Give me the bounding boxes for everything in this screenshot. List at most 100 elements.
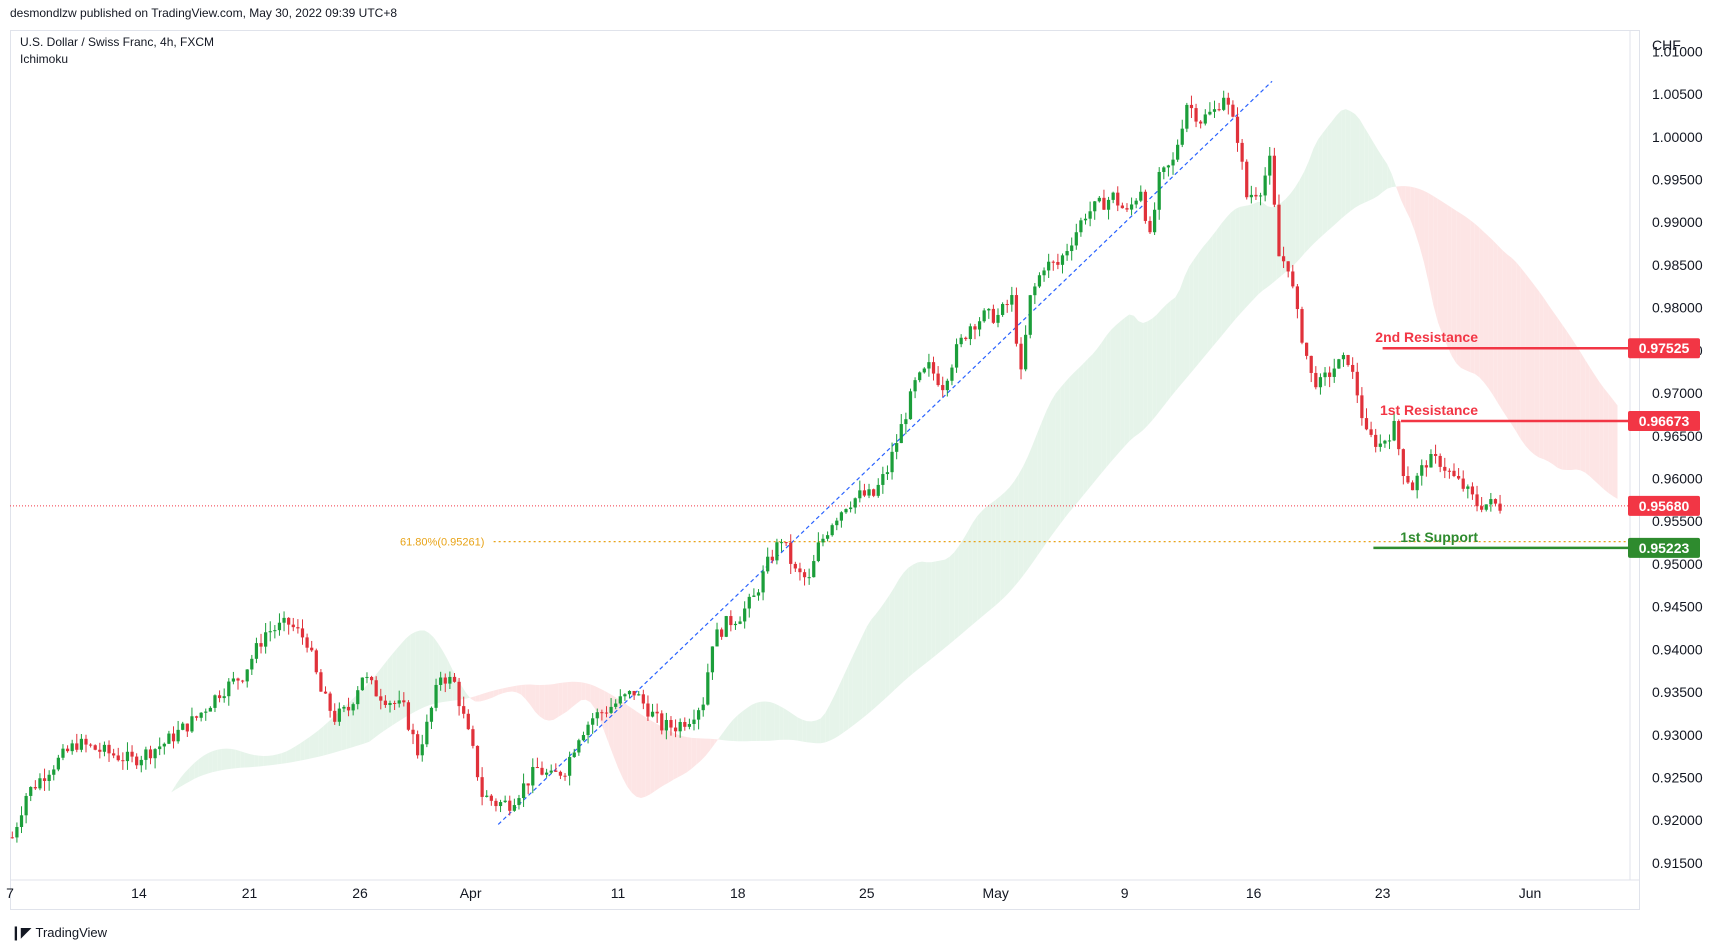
candle-body — [1429, 454, 1433, 468]
candle-body — [254, 643, 259, 659]
ichimoku-cloud-segment — [1198, 246, 1203, 364]
ichimoku-cloud-segment — [1382, 157, 1388, 193]
ichimoku-cloud-segment — [829, 695, 835, 741]
axis-unit-label: CHF — [1652, 37, 1681, 53]
candle-body — [194, 716, 199, 718]
candle-body — [1309, 355, 1313, 373]
ichimoku-cloud-segment — [1433, 195, 1438, 323]
ichimoku-cloud-segment — [1161, 304, 1167, 409]
ichimoku-cloud-segment — [424, 630, 430, 707]
candle-body — [79, 738, 84, 750]
ichimoku-cloud-segment — [1594, 374, 1600, 485]
candle-body — [1461, 478, 1465, 489]
ichimoku-cloud-segment — [945, 556, 950, 648]
candle-body — [1346, 355, 1350, 365]
ichimoku-cloud-segment — [811, 720, 817, 744]
candle-body — [503, 800, 507, 803]
candle-body — [632, 690, 636, 696]
candle-body — [655, 711, 659, 714]
ichimoku-cloud-segment — [267, 755, 273, 766]
candle-body — [217, 695, 222, 699]
tradingview-logo-icon: ❙◤ — [10, 924, 31, 940]
y-tick-label: 0.95000 — [1652, 556, 1703, 572]
current-price-tag: 0.95680 — [1639, 498, 1690, 514]
candle-body — [1217, 109, 1221, 111]
candle-body — [512, 805, 516, 811]
ichimoku-cloud-segment — [931, 561, 936, 659]
candle-body — [881, 474, 885, 485]
y-tick-label: 0.91500 — [1652, 855, 1703, 871]
ichimoku-cloud-segment — [594, 686, 600, 719]
candle-body — [1489, 499, 1493, 505]
candle-body — [425, 721, 429, 745]
ichimoku-cloud-segment — [1106, 330, 1111, 468]
ichimoku-cloud-segment — [691, 737, 697, 769]
candle-body — [591, 718, 595, 725]
candle-body — [1300, 309, 1304, 343]
candle-body — [1272, 155, 1276, 205]
candle-body — [973, 326, 977, 330]
candle-body — [296, 627, 300, 629]
ichimoku-cloud-segment — [1424, 190, 1429, 283]
ichimoku-cloud-segment — [746, 704, 752, 742]
candle-body — [475, 745, 480, 778]
candle-body — [1074, 232, 1078, 246]
ichimoku-cloud-segment — [1313, 139, 1319, 244]
ichimoku-cloud-segment — [793, 714, 798, 741]
ichimoku-cloud-segment — [765, 701, 770, 741]
ichimoku-cloud-segment — [1304, 160, 1309, 254]
ichimoku-cloud-segment — [304, 737, 310, 760]
ichimoku-cloud-segment — [1451, 207, 1457, 364]
y-tick-label: 1.00500 — [1652, 86, 1703, 102]
ichimoku-cloud-segment — [862, 626, 867, 719]
candle-body — [627, 690, 632, 695]
ichimoku-cloud-segment — [733, 715, 738, 742]
ichimoku-cloud-segment — [166, 792, 172, 796]
candle-body — [457, 681, 461, 707]
ichimoku-cloud-segment — [318, 726, 324, 757]
ichimoku-cloud-segment — [1530, 279, 1535, 455]
candle-body — [729, 616, 733, 626]
candle-body — [867, 489, 871, 496]
price-tag-bg — [1628, 338, 1700, 359]
ichimoku-cloud-segment — [244, 752, 250, 768]
price-tag-label: 0.97525 — [1639, 340, 1690, 356]
candle-body — [1277, 204, 1281, 257]
ichimoku-cloud-segment — [263, 755, 268, 767]
ichimoku-cloud-segment — [208, 751, 213, 774]
ichimoku-cloud-segment — [1060, 382, 1065, 525]
ichimoku-cloud-segment — [1262, 202, 1268, 291]
candle-body — [614, 703, 618, 707]
ichimoku-cloud-segment — [1092, 348, 1098, 485]
candle-body — [19, 815, 24, 827]
ichimoku-cloud-segment — [346, 700, 351, 750]
price-tag-bg — [1628, 411, 1700, 431]
candle-body — [683, 721, 687, 727]
candle-body — [1374, 434, 1378, 447]
candle-body — [807, 577, 811, 579]
candle-body — [821, 538, 825, 543]
x-tick-label: 14 — [131, 885, 147, 901]
candle-body — [452, 676, 457, 682]
trendline — [497, 80, 1273, 825]
ichimoku-cloud-segment — [627, 705, 632, 793]
ichimoku-cloud-segment — [217, 748, 222, 772]
candle-body — [1387, 440, 1392, 442]
candle-body — [766, 556, 770, 572]
candle-body — [346, 706, 351, 711]
ichimoku-cloud-segment — [1133, 315, 1139, 438]
candle-body — [941, 385, 945, 391]
candle-body — [240, 680, 245, 682]
candle-body — [1351, 364, 1355, 372]
ichimoku-cloud-segment — [571, 681, 577, 708]
ichimoku-cloud-segment — [774, 703, 780, 741]
candle-body — [931, 362, 936, 374]
candle-body — [1493, 499, 1498, 504]
ichimoku-cloud-segment — [290, 746, 296, 763]
candle-body — [185, 723, 189, 732]
candle-body — [521, 783, 526, 799]
ichimoku-cloud-segment — [1442, 201, 1448, 346]
ichimoku-cloud-segment — [138, 815, 144, 824]
tradingview-brand[interactable]: ❙◤ TradingView — [10, 924, 107, 941]
